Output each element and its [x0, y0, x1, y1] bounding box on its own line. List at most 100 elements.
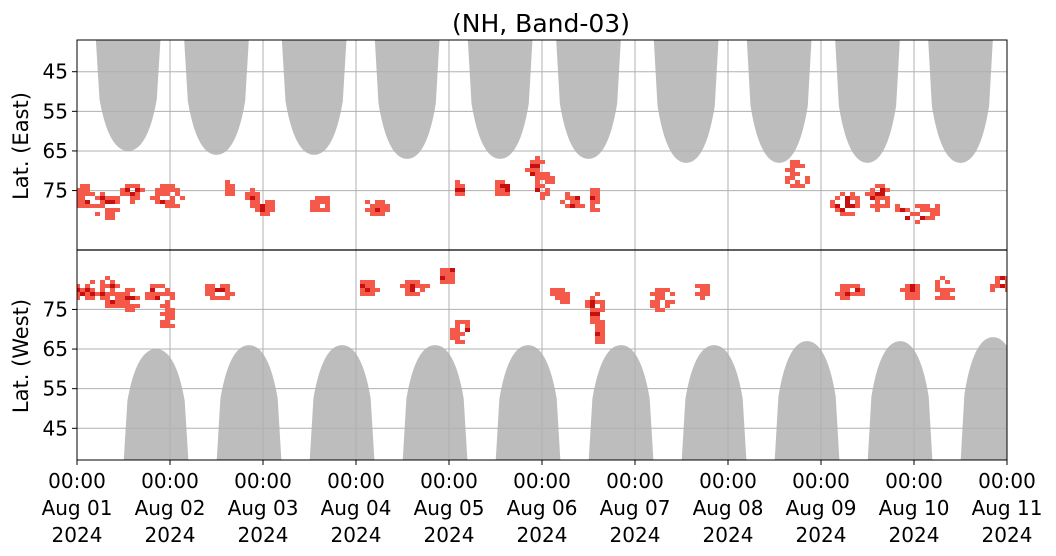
activity-cell: [165, 300, 170, 304]
activity-cell: [1015, 276, 1020, 280]
activity-cell: [805, 176, 810, 180]
activity-cell: [870, 192, 875, 196]
activity-cell: [995, 284, 1000, 288]
activity-cell: [545, 172, 550, 176]
activity-cell: [930, 216, 935, 220]
activity-cell: [455, 340, 460, 344]
activity-cell: [160, 184, 165, 188]
activity-cell: [150, 288, 155, 292]
activity-cell: [1005, 276, 1007, 280]
activity-cell: [600, 304, 605, 308]
activity-cell: [270, 208, 275, 212]
activity-cell: [560, 296, 565, 300]
activity-cell: [115, 300, 120, 304]
activity-cell: [375, 200, 380, 204]
activity-cell: [590, 304, 595, 308]
activity-cell: [830, 204, 835, 208]
activity-cell: [400, 284, 405, 288]
activity-cell: [575, 200, 580, 204]
activity-cell: [130, 192, 135, 196]
activity-cell: [90, 292, 95, 296]
activity-cell: [385, 208, 390, 212]
activity-cell: [595, 308, 600, 312]
activity-cell: [250, 200, 255, 204]
activity-cell: [595, 312, 600, 316]
activity-cell: [415, 280, 420, 284]
activity-cell: [590, 296, 595, 300]
activity-cell: [145, 296, 150, 300]
activity-cell: [900, 208, 905, 212]
activity-cell: [410, 292, 415, 296]
activity-cell: [995, 280, 1000, 284]
activity-cell: [560, 288, 565, 292]
activity-cell: [455, 332, 460, 336]
activity-cell: [150, 292, 155, 296]
activity-cell: [830, 200, 835, 204]
activity-cluster-10: [495, 180, 510, 196]
activity-cell: [225, 192, 230, 196]
activity-cell: [125, 288, 130, 292]
activity-cell: [845, 204, 850, 208]
activity-cell: [445, 272, 450, 276]
no-data-region-7: [746, 40, 812, 163]
activity-cell: [70, 292, 75, 296]
activity-cell: [225, 180, 230, 184]
activity-cell: [585, 304, 590, 308]
activity-cluster-7: [310, 196, 330, 212]
activity-cell: [250, 192, 255, 196]
activity-cell: [325, 208, 330, 212]
activity-cell: [260, 208, 265, 212]
activity-cell: [320, 200, 325, 204]
activity-cell: [460, 184, 465, 188]
activity-cell: [180, 196, 185, 200]
no-data-region-12: [309, 345, 375, 460]
activity-cell: [110, 292, 115, 296]
activity-cell: [365, 288, 370, 292]
activity-cell: [125, 192, 130, 196]
y-tick-label-west: 75: [43, 297, 68, 321]
activity-cell: [600, 328, 605, 332]
activity-cell: [170, 196, 175, 200]
activity-cell: [95, 292, 100, 296]
activity-cluster-25: [360, 280, 380, 296]
activity-cell: [870, 204, 875, 208]
activity-cell: [935, 204, 940, 208]
activity-cell: [540, 196, 545, 200]
activity-cell: [660, 296, 665, 300]
activity-cell: [655, 296, 660, 300]
activity-cell: [450, 272, 455, 276]
activity-cell: [115, 200, 120, 204]
activity-cell: [1020, 276, 1025, 280]
activity-cell: [790, 164, 795, 168]
activity-cell: [225, 284, 230, 288]
activity-cell: [935, 284, 940, 288]
activity-cell: [885, 188, 890, 192]
activity-cell: [535, 168, 540, 172]
activity-cell: [90, 296, 95, 300]
activity-cell: [85, 200, 90, 204]
activity-cell: [935, 280, 940, 284]
activity-cell: [165, 288, 170, 292]
activity-cell: [540, 160, 545, 164]
activity-cell: [105, 304, 110, 308]
activity-cell: [425, 284, 430, 288]
activity-cell: [310, 200, 315, 204]
activity-cell: [590, 300, 595, 304]
activity-cell: [77, 192, 80, 196]
activity-cell: [265, 200, 270, 204]
activity-cell: [440, 272, 445, 276]
activity-cell: [1030, 280, 1035, 284]
activity-cell: [595, 192, 600, 196]
activity-cell: [160, 292, 165, 296]
activity-cell: [535, 160, 540, 164]
activity-cell: [505, 184, 510, 188]
activity-cluster-13: [560, 192, 585, 208]
activity-cell: [225, 296, 230, 300]
no-data-region-3: [374, 40, 440, 159]
activity-cell: [655, 300, 660, 304]
activity-cell: [255, 204, 260, 208]
activity-cluster-17: [865, 184, 890, 212]
activity-cluster-27: [440, 268, 455, 284]
activity-cell: [500, 188, 505, 192]
